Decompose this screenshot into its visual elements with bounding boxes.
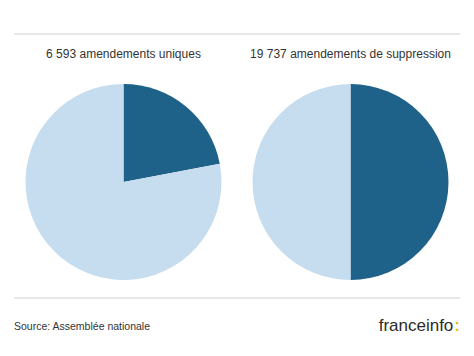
pie-slice	[25, 84, 221, 280]
source-text: Source: Assemblée nationale	[14, 320, 150, 332]
separator-top	[14, 34, 460, 35]
separator-bottom	[14, 298, 460, 299]
logo-text: franceinfo	[379, 316, 454, 335]
pie-slice	[253, 84, 351, 280]
pie-slice	[351, 84, 449, 280]
chart-title: 6 593 amendements uniques	[46, 47, 201, 61]
chart-canvas: 6 593 amendements uniques 19 737 amendeme…	[0, 0, 474, 356]
pie-group	[253, 84, 449, 280]
pie-group	[25, 84, 221, 280]
logo-colon: :	[454, 316, 460, 335]
chart-title: 19 737 amendements de suppression	[250, 47, 451, 61]
